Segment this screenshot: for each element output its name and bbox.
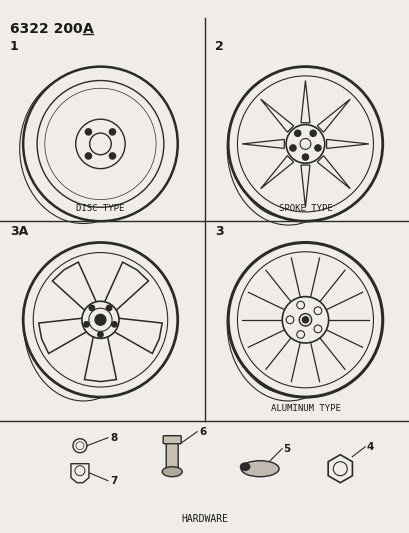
Text: 7: 7	[110, 476, 117, 486]
Circle shape	[289, 145, 295, 151]
Circle shape	[314, 145, 320, 151]
Circle shape	[294, 130, 300, 136]
Text: 1: 1	[10, 40, 19, 53]
Circle shape	[89, 305, 94, 311]
Circle shape	[227, 243, 382, 397]
Circle shape	[109, 153, 115, 159]
Circle shape	[299, 139, 310, 149]
Ellipse shape	[162, 467, 182, 477]
Circle shape	[109, 129, 115, 135]
Ellipse shape	[240, 463, 249, 471]
Text: 4: 4	[365, 442, 373, 451]
Text: 3: 3	[214, 225, 223, 238]
Circle shape	[82, 301, 119, 338]
Text: DISC TYPE: DISC TYPE	[76, 204, 124, 213]
Circle shape	[285, 125, 324, 163]
Text: ALUMINUM TYPE: ALUMINUM TYPE	[270, 404, 339, 413]
Ellipse shape	[240, 461, 279, 477]
Circle shape	[95, 314, 106, 325]
Polygon shape	[71, 464, 89, 483]
Circle shape	[227, 67, 382, 221]
Circle shape	[76, 119, 125, 168]
Circle shape	[23, 67, 178, 221]
Circle shape	[23, 243, 178, 397]
Circle shape	[90, 133, 111, 155]
Circle shape	[97, 332, 103, 337]
Text: HARDWARE: HARDWARE	[181, 514, 228, 524]
Text: 6322 200: 6322 200	[10, 22, 83, 36]
Text: 2: 2	[214, 40, 223, 53]
Polygon shape	[327, 455, 352, 483]
Circle shape	[301, 317, 308, 323]
Circle shape	[309, 130, 315, 136]
Circle shape	[281, 296, 328, 343]
Circle shape	[301, 154, 308, 160]
Circle shape	[85, 129, 91, 135]
FancyBboxPatch shape	[166, 441, 178, 473]
Text: 3A: 3A	[10, 225, 28, 238]
Text: 8: 8	[110, 433, 117, 443]
FancyBboxPatch shape	[163, 435, 181, 443]
Text: SPOKE TYPE: SPOKE TYPE	[278, 204, 332, 213]
Text: 5: 5	[282, 443, 290, 454]
Text: 6: 6	[199, 427, 206, 437]
Circle shape	[85, 153, 91, 159]
Circle shape	[106, 305, 112, 311]
Circle shape	[83, 321, 89, 327]
Circle shape	[299, 313, 311, 326]
Circle shape	[111, 321, 117, 327]
Text: A: A	[83, 22, 94, 36]
